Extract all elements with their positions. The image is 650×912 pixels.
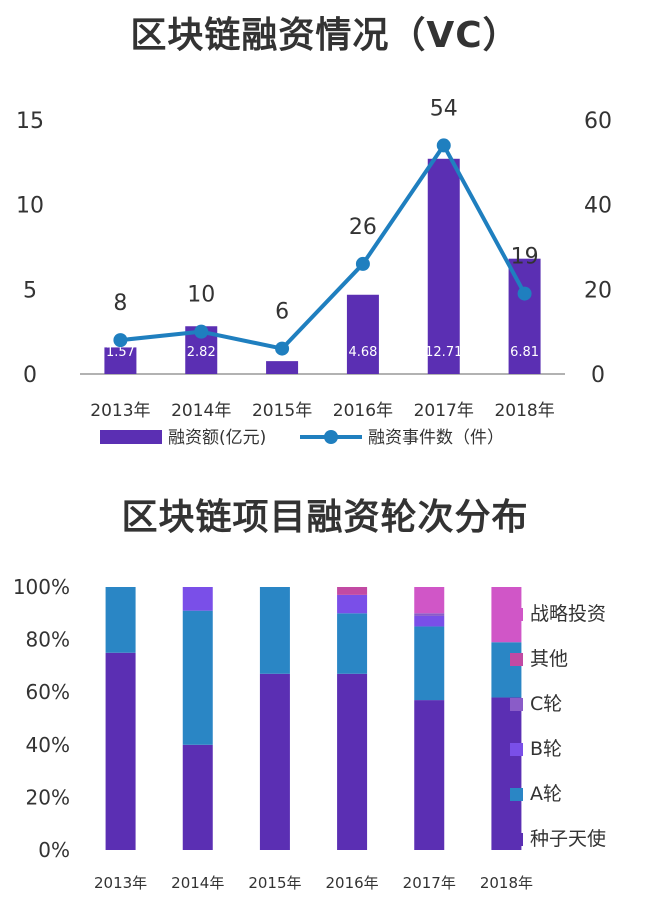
chart2-legend-label: B轮 xyxy=(530,738,562,760)
chart1-bar-label: 1.57 xyxy=(106,345,135,360)
chart2-bar-segment xyxy=(414,626,445,701)
chart1-y-left-tick: 15 xyxy=(16,109,44,134)
chart2-y-tick: 20% xyxy=(26,785,70,809)
chart1-bar xyxy=(104,347,137,374)
chart2-bar-segment xyxy=(105,587,136,653)
chart1-x-tick: 2016年 xyxy=(333,401,393,421)
chart2-y-tick: 80% xyxy=(26,628,70,652)
chart1-legend-bar-swatch xyxy=(100,430,162,444)
chart1-y-right-tick: 0 xyxy=(591,363,605,388)
chart1-x-tick: 2014年 xyxy=(171,401,231,421)
chart2-legend-label: 种子天使 xyxy=(530,828,606,850)
chart1-x-tick: 2015年 xyxy=(252,401,312,421)
chart2-bar-segment xyxy=(414,587,445,614)
chart2-bar-segment xyxy=(337,594,368,614)
chart2-bar-segment xyxy=(414,615,445,627)
chart1-line-point xyxy=(194,324,209,339)
chart1-bar xyxy=(266,361,299,374)
chart2-x-tick: 2018年 xyxy=(480,874,533,892)
chart1-line-label: 10 xyxy=(187,283,215,308)
chart1-x-tick: 2013年 xyxy=(90,401,150,421)
chart1-legend-bar-label: 融资额(亿元) xyxy=(168,428,266,448)
chart1-line-series xyxy=(120,143,527,351)
chart1-y-left-tick: 10 xyxy=(16,194,44,219)
chart2-y-tick: 100% xyxy=(13,575,70,599)
chart2-x-tick: 2016年 xyxy=(325,874,378,892)
chart2-bar-segment xyxy=(491,642,522,698)
chart1-x-tick: 2018年 xyxy=(494,401,554,421)
chart2-bar-segment xyxy=(182,744,213,850)
chart1-line-label: 6 xyxy=(275,300,289,325)
chart2-bar-segment xyxy=(259,673,290,850)
chart2-bar-segment xyxy=(414,613,445,616)
chart1-line-point xyxy=(355,256,370,271)
chart2-bar-segment xyxy=(105,652,136,850)
chart2-legend-swatch xyxy=(510,833,523,846)
chart2-legend-label: C轮 xyxy=(530,693,562,715)
chart1-y-right-tick: 60 xyxy=(584,109,612,134)
chart2-legend-swatch xyxy=(510,608,523,621)
chart2-x-tick: 2014年 xyxy=(171,874,224,892)
chart2-title: 区块链项目融资轮次分布 xyxy=(121,497,529,538)
chart2-legend-swatch xyxy=(510,653,523,666)
chart2-legend-swatch xyxy=(510,788,523,801)
chart2-bar-segment xyxy=(491,697,522,850)
chart2-bar-segment xyxy=(337,587,368,595)
chart1-bar-label: 2.82 xyxy=(187,345,216,360)
chart2-y-tick: 0% xyxy=(38,838,70,862)
chart1-x-tick: 2017年 xyxy=(414,401,474,421)
chart1-legend-line-marker xyxy=(324,430,338,444)
chart1-bar xyxy=(346,294,379,374)
chart2-bar-segment xyxy=(337,673,368,850)
chart2-y-tick: 40% xyxy=(26,733,70,757)
chart1-line-point xyxy=(517,286,532,301)
chart2-x-tick: 2017年 xyxy=(403,874,456,892)
chart2-x-tick: 2015年 xyxy=(248,874,301,892)
chart1-bar xyxy=(427,158,460,374)
chart2-legend-swatch xyxy=(510,698,523,711)
chart1-line-label: 54 xyxy=(430,96,458,121)
chart1-line-point xyxy=(436,138,451,153)
chart1-y-right-tick: 40 xyxy=(584,194,612,219)
chart1-legend-line-label: 融资事件数（件） xyxy=(368,428,504,448)
chart2-bar-segment xyxy=(182,610,213,745)
chart2-legend-label: 其他 xyxy=(530,648,568,670)
chart1-line-point xyxy=(275,341,290,356)
chart1-y-right-tick: 20 xyxy=(584,278,612,303)
chart2-bar-segment xyxy=(182,587,213,611)
chart2-y-tick: 60% xyxy=(26,680,70,704)
chart1-line-label: 19 xyxy=(511,245,539,270)
chart2-bar-segment xyxy=(337,613,368,674)
chart2-legend-swatch xyxy=(510,743,523,756)
chart1-bar-label: 4.68 xyxy=(348,345,377,360)
chart2-legend-label: 战略投资 xyxy=(530,603,606,625)
chart1-y-left-tick: 0 xyxy=(23,363,37,388)
chart1-line-label: 8 xyxy=(113,291,127,316)
chart2-bar-segment xyxy=(414,700,445,850)
chart2-bar-segment xyxy=(259,587,290,674)
chart2-x-tick: 2013年 xyxy=(94,874,147,892)
chart1-bar-label: 6.81 xyxy=(510,345,539,360)
chart1-y-left-tick: 5 xyxy=(23,278,37,303)
chart1-title: 区块链融资情况（VC） xyxy=(130,15,520,56)
chart1-line-label: 26 xyxy=(349,215,377,240)
chart1-line-point xyxy=(113,333,128,348)
chart1-bar-label: 12.71 xyxy=(425,345,462,360)
chart2-legend-label: A轮 xyxy=(530,783,562,805)
